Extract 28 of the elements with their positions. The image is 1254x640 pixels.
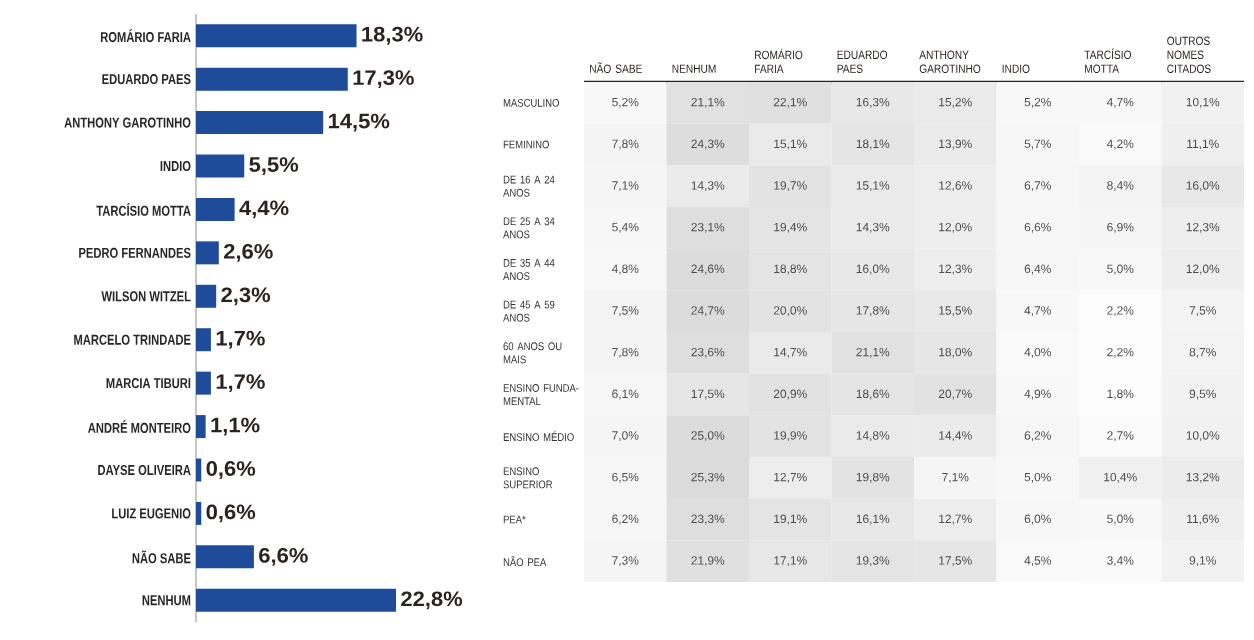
bar: [196, 241, 219, 265]
data-label: 17,3%: [353, 70, 414, 89]
bar: [196, 197, 235, 221]
bar: [196, 501, 202, 525]
data-label: 2,6%: [223, 243, 273, 262]
data-label: 1,1%: [211, 417, 260, 436]
data-label: 5,5%: [249, 157, 299, 175]
data-label: 0,6%: [206, 461, 256, 479]
bar: [196, 588, 397, 612]
data-label: 18,3%: [362, 26, 423, 45]
bar: [196, 545, 254, 569]
bar: [196, 111, 324, 135]
bar: [196, 371, 211, 395]
data-label: 22,8%: [401, 591, 463, 610]
data-label: 2,3%: [221, 287, 271, 306]
bar: [196, 284, 217, 308]
bar: [196, 24, 357, 48]
bar: [196, 154, 245, 178]
data-label: 0,6%: [206, 504, 256, 523]
data-label: 6,6%: [259, 547, 308, 566]
bar: [196, 458, 202, 482]
data-label: 1,7%: [216, 330, 265, 349]
data-label: 1,7%: [216, 374, 265, 393]
bar: [196, 415, 206, 439]
data-label: 14,5%: [328, 113, 390, 132]
bar: [196, 67, 348, 91]
data-label: 4,4%: [239, 200, 289, 219]
bar: [196, 328, 211, 352]
